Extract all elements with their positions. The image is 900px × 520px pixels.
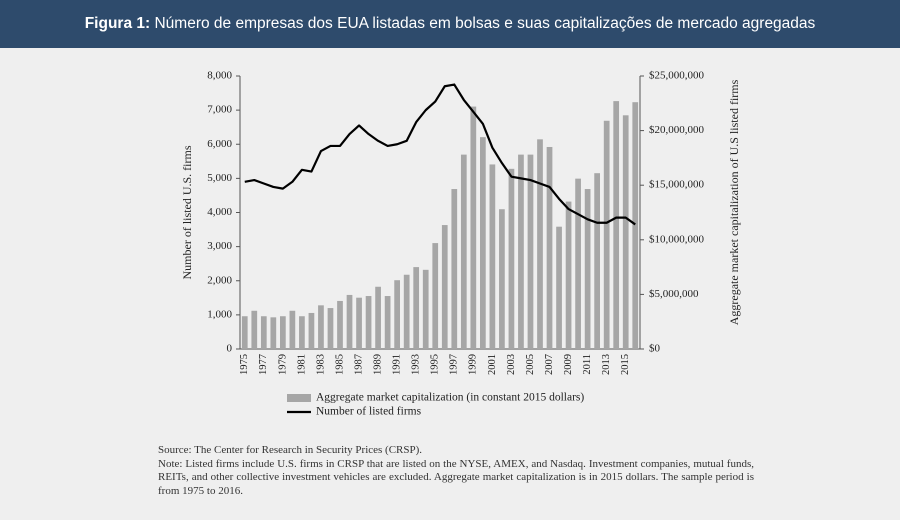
bar: [346, 294, 353, 349]
bar: [260, 316, 267, 349]
bar: [432, 243, 439, 349]
bar: [556, 226, 562, 349]
banner: Figura 1: Número de empresas dos EUA lis…: [0, 0, 900, 48]
bar: [537, 139, 543, 349]
bar: [270, 317, 277, 349]
x-tick-label: 2005: [525, 354, 536, 375]
bar: [308, 312, 315, 349]
x-tick-label: 2003: [506, 354, 517, 375]
bar: [613, 101, 620, 349]
bar: [518, 154, 524, 349]
bar: [422, 269, 429, 349]
y-tick-label: 3,000: [207, 240, 232, 252]
legend-label: Number of listed firms: [316, 406, 422, 418]
bar: [441, 225, 448, 349]
line: [244, 83, 636, 226]
bar: [289, 310, 296, 349]
y2-axis-title: Aggregate market capitalization of U.S l…: [727, 79, 741, 325]
y-tick-label: 8,000: [207, 70, 232, 82]
bar: [594, 173, 600, 349]
bar: [546, 146, 553, 349]
bar: [632, 102, 639, 349]
bar: [622, 115, 629, 349]
chart: 0 1,000 2,000 3,000 4,000 5,000 6,000 7,000 8,00…: [180, 70, 741, 418]
y2-tick-label: $0: [649, 343, 661, 355]
x-tick-label: 1999: [468, 354, 479, 375]
bar: [603, 120, 610, 349]
bar: [251, 310, 258, 349]
bar: [299, 316, 305, 349]
bar: [584, 189, 591, 349]
bar: [241, 316, 248, 349]
bar: [499, 209, 505, 349]
x-tick-label: 1975: [239, 354, 250, 375]
x-tick-label: 1985: [334, 354, 345, 375]
x-tick-label: 1983: [315, 354, 326, 375]
y-tick-label: 1,000: [207, 308, 232, 320]
bar: [280, 316, 286, 349]
y2-tick-label: $5,000,000: [649, 288, 699, 300]
bar: [327, 308, 334, 349]
x-tick-label: 1991: [392, 354, 403, 375]
y-tick-label: 0: [227, 343, 233, 355]
bar: [489, 164, 496, 349]
bar: [384, 296, 391, 349]
y2-tick-label: $10,000,000: [649, 233, 705, 245]
x-tick-label: 2013: [601, 354, 612, 375]
y-axis-title: Number of listed U.S. firms: [180, 145, 194, 279]
y2-tick-label: $20,000,000: [649, 124, 705, 136]
bar: [451, 189, 458, 349]
y-tick-label: 5,000: [207, 172, 232, 184]
x-tick-label: 1987: [353, 354, 364, 375]
x-tick-label: 2001: [487, 354, 498, 375]
y-tick-label: 2,000: [207, 274, 232, 286]
bar: [565, 201, 572, 349]
bar: [508, 168, 515, 349]
bar: [337, 300, 343, 349]
source: Source: The Center for Research in Secur…: [158, 444, 423, 456]
x-tick-label: 1997: [449, 354, 460, 375]
bar: [527, 154, 534, 349]
x-tick-label: 1977: [258, 354, 269, 375]
bar: [480, 137, 486, 349]
x-tick-label: 1979: [277, 354, 288, 375]
y-tick-label: 7,000: [207, 104, 232, 116]
figure-title: Número de empresas dos EUA listadas em b…: [154, 15, 816, 32]
bar: [365, 296, 372, 349]
x-tick-label: 1981: [296, 354, 307, 375]
note: Note: Listed firms include U.S. firms in…: [158, 457, 754, 497]
figure-label: Figura 1:: [84, 15, 151, 32]
x-tick-label: 2009: [563, 354, 574, 375]
bar: [394, 280, 400, 349]
y-tick-label: 6,000: [207, 138, 232, 150]
legend-label: Aggregate market capitalization (in cons…: [316, 392, 584, 404]
y2-tick-label: $25,000,000: [649, 70, 705, 82]
x-tick-label: 2011: [582, 354, 593, 375]
x-tick-label: 2015: [620, 354, 631, 375]
bar: [413, 267, 420, 349]
x-tick-label: 2007: [544, 354, 555, 375]
bar: [403, 274, 410, 349]
bar: [318, 305, 324, 349]
bar: [575, 178, 581, 349]
legend-swatch: [287, 394, 311, 402]
x-tick-label: 1993: [411, 354, 422, 375]
bar: [356, 297, 362, 349]
x-tick-label: 1995: [430, 354, 441, 375]
bar: [375, 286, 381, 349]
bar: [470, 106, 477, 349]
y2-tick-label: $15,000,000: [649, 179, 705, 191]
x-tick-label: 1989: [373, 354, 384, 375]
bar: [460, 154, 467, 349]
y-tick-label: 4,000: [207, 206, 232, 218]
notes: Source: The Center for Research in Secur…: [158, 444, 754, 498]
